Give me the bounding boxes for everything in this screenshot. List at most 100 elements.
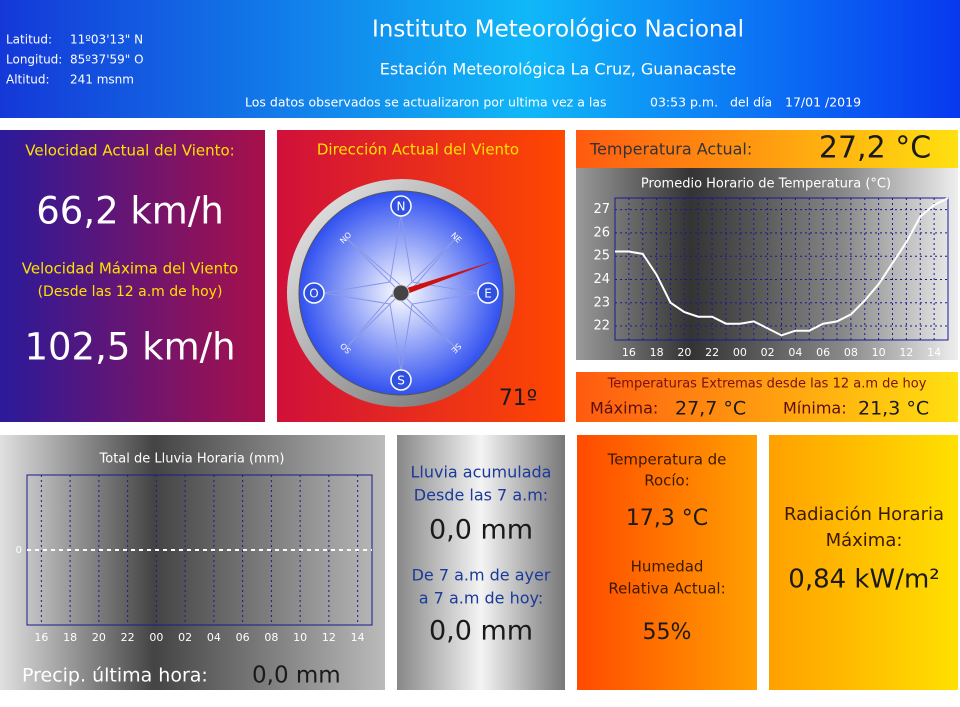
- subtitle: Estación Meteorológica La Cruz, Guanacas…: [380, 60, 736, 79]
- compass-letter: E: [484, 287, 492, 301]
- temp-panel: [576, 130, 958, 168]
- compass-marker: [477, 282, 499, 304]
- y-tick-label: 27: [593, 202, 610, 217]
- x-tick-label: 18: [650, 346, 664, 359]
- needle-head: [400, 260, 496, 296]
- y-tick-label: 24: [593, 272, 610, 287]
- rain-panel: [0, 435, 385, 690]
- accum: Lluvia acumulada Desde las 7 a.m: 0,0 mm…: [411, 463, 552, 647]
- wind-max-value: 102,5 km/h: [24, 326, 235, 369]
- x-tick-label: 12: [899, 346, 913, 359]
- dew-label-a: Temperatura de: [607, 451, 727, 469]
- needle: [389, 260, 496, 302]
- alt-label: Altitud:: [6, 73, 50, 87]
- wind-max-note: (Desde las 12 a.m de hoy): [38, 284, 223, 300]
- y-tick-label: 26: [593, 225, 610, 240]
- radiation-value: 0,84 kW/m²: [788, 565, 939, 595]
- x-tick-label: 06: [236, 631, 250, 644]
- compass-letter: O: [309, 287, 318, 301]
- lon-label: Longitud:: [6, 53, 62, 67]
- lat-label: Latitud:: [6, 33, 52, 47]
- extremes-max: 27,7 °C: [675, 398, 746, 420]
- dew-label-b: Rocío:: [644, 472, 690, 490]
- y-tick-label: 22: [593, 319, 610, 334]
- x-tick-label: 14: [927, 346, 941, 359]
- x-tick-label: 06: [816, 346, 830, 359]
- y-tick-label: 25: [593, 249, 610, 264]
- y-tick-label: 0: [16, 545, 22, 556]
- x-tick-label: 20: [92, 631, 106, 644]
- x-tick-label: 12: [322, 631, 336, 644]
- dew-value: 17,3 °C: [626, 506, 708, 531]
- header: [0, 0, 960, 118]
- compass-marker: [390, 369, 412, 391]
- chart-title: Promedio Horario de Temperatura (°C): [641, 177, 891, 192]
- update-day-label: del día: [730, 95, 772, 110]
- compass-letter: N: [397, 200, 406, 214]
- accum-label1a: Lluvia acumulada: [411, 463, 552, 482]
- title: Instituto Meteorológico Nacional: [372, 17, 744, 43]
- x-tick-label: 22: [705, 346, 719, 359]
- direction-value: 71º: [499, 386, 537, 411]
- accum-value1: 0,0 mm: [429, 515, 533, 546]
- direction-title: Dirección Actual del Viento: [317, 141, 519, 159]
- alt: 241 msnm: [70, 73, 134, 87]
- compass-marker: [390, 195, 412, 217]
- rain-last: 0,0 mm: [252, 663, 341, 689]
- data-line: [615, 197, 949, 337]
- dew: Temperatura de Rocío: 17,3 °C Humedad Re…: [607, 451, 727, 646]
- accum-label1b: Desde las 7 a.m:: [414, 486, 548, 505]
- x-tick-label: 04: [788, 346, 802, 359]
- update-text: Los datos observados se actualizaron por…: [245, 95, 607, 110]
- rain-last-label: Precip. última hora:: [22, 665, 208, 687]
- x-tick-label: 00: [149, 631, 163, 644]
- update-date: 17/01 /2019: [785, 95, 861, 110]
- lat: 11º03'13" N: [70, 33, 143, 47]
- temp-chart-bg: [576, 168, 958, 360]
- update-time: 03:53 p.m.: [650, 95, 718, 110]
- extremes-max-label: Máxima:: [590, 399, 658, 418]
- x-tick-label: 22: [121, 631, 135, 644]
- x-tick-label: 00: [733, 346, 747, 359]
- radiation-label-b: Máxima:: [826, 530, 903, 551]
- x-tick-label: 02: [178, 631, 192, 644]
- temp-label: Temperatura Actual:: [589, 140, 752, 159]
- radiation: Radiación Horaria Máxima: 0,84 kW/m²: [784, 504, 944, 595]
- accum-label2b: a 7 a.m de hoy:: [419, 589, 543, 608]
- x-tick-label: 02: [761, 346, 775, 359]
- radiation-label-a: Radiación Horaria: [784, 504, 944, 525]
- x-tick-label: 18: [63, 631, 77, 644]
- x-tick-label: 04: [207, 631, 221, 644]
- coords: Latitud: 11º03'13" N Longitud: 85º37'59"…: [6, 33, 144, 87]
- dew-panel: [577, 435, 757, 690]
- hum-label-b: Relativa Actual:: [608, 580, 725, 598]
- y-tick-label: 23: [593, 295, 610, 310]
- accum-value2: 0,0 mm: [429, 616, 533, 647]
- compass-letter: S: [397, 374, 405, 388]
- extremes-panel: [576, 372, 958, 422]
- lon: 85º37'59" O: [70, 53, 144, 67]
- extremes-title: Temperaturas Extremas desde las 12 a.m d…: [607, 377, 927, 392]
- wind-value: 66,2 km/h: [36, 190, 224, 233]
- wind-max-label: Velocidad Máxima del Viento: [22, 260, 238, 278]
- x-tick-label: 14: [351, 631, 365, 644]
- accum-panel: [397, 435, 565, 690]
- x-tick-label: 10: [293, 631, 307, 644]
- x-tick-label: 10: [872, 346, 886, 359]
- hum-value: 55%: [643, 620, 692, 645]
- x-tick-label: 08: [844, 346, 858, 359]
- temp-value: 27,2 °C: [819, 131, 931, 166]
- x-tick-label: 08: [264, 631, 278, 644]
- x-tick-label: 20: [677, 346, 691, 359]
- update: Los datos observados se actualizaron por…: [245, 95, 861, 110]
- hum-label-a: Humedad: [631, 558, 704, 576]
- extremes-min: 21,3 °C: [858, 398, 929, 420]
- extremes-min-label: Mínima:: [783, 399, 847, 418]
- radiation-panel: [769, 435, 958, 690]
- x-tick-label: 16: [34, 631, 48, 644]
- x-tick-label: 16: [622, 346, 636, 359]
- compass-marker: [303, 282, 325, 304]
- wind-panel: [0, 130, 265, 422]
- chart-title: Total de Lluvia Horaria (mm): [99, 452, 285, 467]
